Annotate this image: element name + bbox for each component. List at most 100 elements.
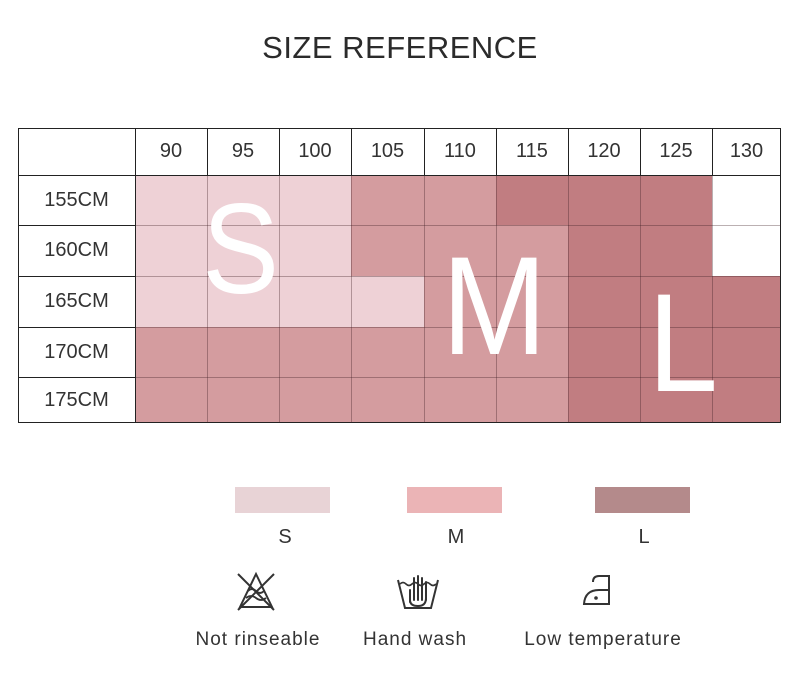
size-cell [351,276,424,327]
size-cell [424,276,496,327]
column-header: 130 [712,128,781,175]
legend-label-l: L [638,526,650,548]
size-cell [351,175,424,225]
column-header: 125 [640,128,712,175]
size-cell [640,175,712,225]
size-cell [712,175,781,225]
care-label-low-temperature: Low temperature [524,629,682,650]
no-wring-icon [234,570,278,617]
size-cell [712,225,781,276]
hand-wash-icon [396,570,440,617]
size-cell [640,377,712,423]
size-cell [207,377,279,423]
legend-label-m: M [447,526,465,548]
cell-row-divider [136,276,781,277]
header-divider [18,175,781,176]
header-column-divider [712,128,713,175]
row-label: 165CM [18,276,135,327]
size-cell [207,225,279,276]
size-cell [712,327,781,377]
size-cell [135,276,207,327]
row-divider [18,327,135,328]
size-cell [279,175,351,225]
size-cell [568,377,640,423]
cell-row-divider [136,377,781,378]
size-cell [279,327,351,377]
care-label-hand-wash: Hand wash [362,629,468,650]
cell-row-divider [136,327,781,328]
cell-column-divider [568,176,569,423]
header-column-divider [351,128,352,175]
size-cell [135,377,207,423]
row-divider [18,225,135,226]
column-header: 90 [135,128,207,175]
size-cell [424,327,496,377]
size-cell [207,175,279,225]
size-cell [424,377,496,423]
legend-swatch-m [407,487,502,513]
header-column-divider [207,128,208,175]
size-cell [568,327,640,377]
column-header: 120 [568,128,640,175]
cell-column-divider [351,176,352,423]
size-cell [424,175,496,225]
size-cell [640,327,712,377]
header-column-divider [135,128,136,423]
size-cell [640,276,712,327]
cell-column-divider [207,176,208,423]
size-cell [135,225,207,276]
column-header: 100 [279,128,351,175]
cell-column-divider [279,176,280,423]
care-label-not-rinseable: Not rinseable [195,629,321,650]
size-cell [640,225,712,276]
header-column-divider [568,128,569,175]
table-border-left [18,128,19,423]
size-cell [712,377,781,423]
size-cell [351,377,424,423]
legend-swatch-s [235,487,330,513]
size-cell [496,276,568,327]
size-cell [568,225,640,276]
size-cell [279,377,351,423]
page-title: SIZE REFERENCE [262,30,538,65]
cell-column-divider [496,176,497,423]
header-column-divider [424,128,425,175]
row-divider [18,377,135,378]
size-cell [712,276,781,327]
cell-column-divider [640,176,641,423]
size-cell [496,225,568,276]
size-cell [568,175,640,225]
column-header: 115 [496,128,568,175]
column-header: 110 [424,128,496,175]
table-border-right [780,128,781,423]
size-cell [135,175,207,225]
size-cell [568,276,640,327]
header-corner-cell [18,128,135,175]
cell-column-divider [424,176,425,423]
size-cell [496,377,568,423]
row-label: 155CM [18,175,135,225]
size-cell [351,327,424,377]
size-cell [351,225,424,276]
row-label: 175CM [18,377,135,423]
size-cell [279,225,351,276]
row-label: 160CM [18,225,135,276]
row-label: 170CM [18,327,135,377]
size-cell [496,327,568,377]
size-chart-table: 90 95 100 105 110 115 120 125 130 155CM 160CM 165CM… [18,128,781,423]
column-header: 95 [207,128,279,175]
header-column-divider [279,128,280,175]
size-cell [135,327,207,377]
low-iron-icon [581,570,617,617]
legend-label-s: S [278,526,292,548]
header-column-divider [496,128,497,175]
size-cell [279,276,351,327]
header-column-divider [640,128,641,175]
size-cell [207,276,279,327]
table-border-bottom [18,422,781,423]
table-border-top [18,128,781,129]
size-cell [207,327,279,377]
size-cell [424,225,496,276]
size-cell [496,175,568,225]
row-divider [18,276,135,277]
